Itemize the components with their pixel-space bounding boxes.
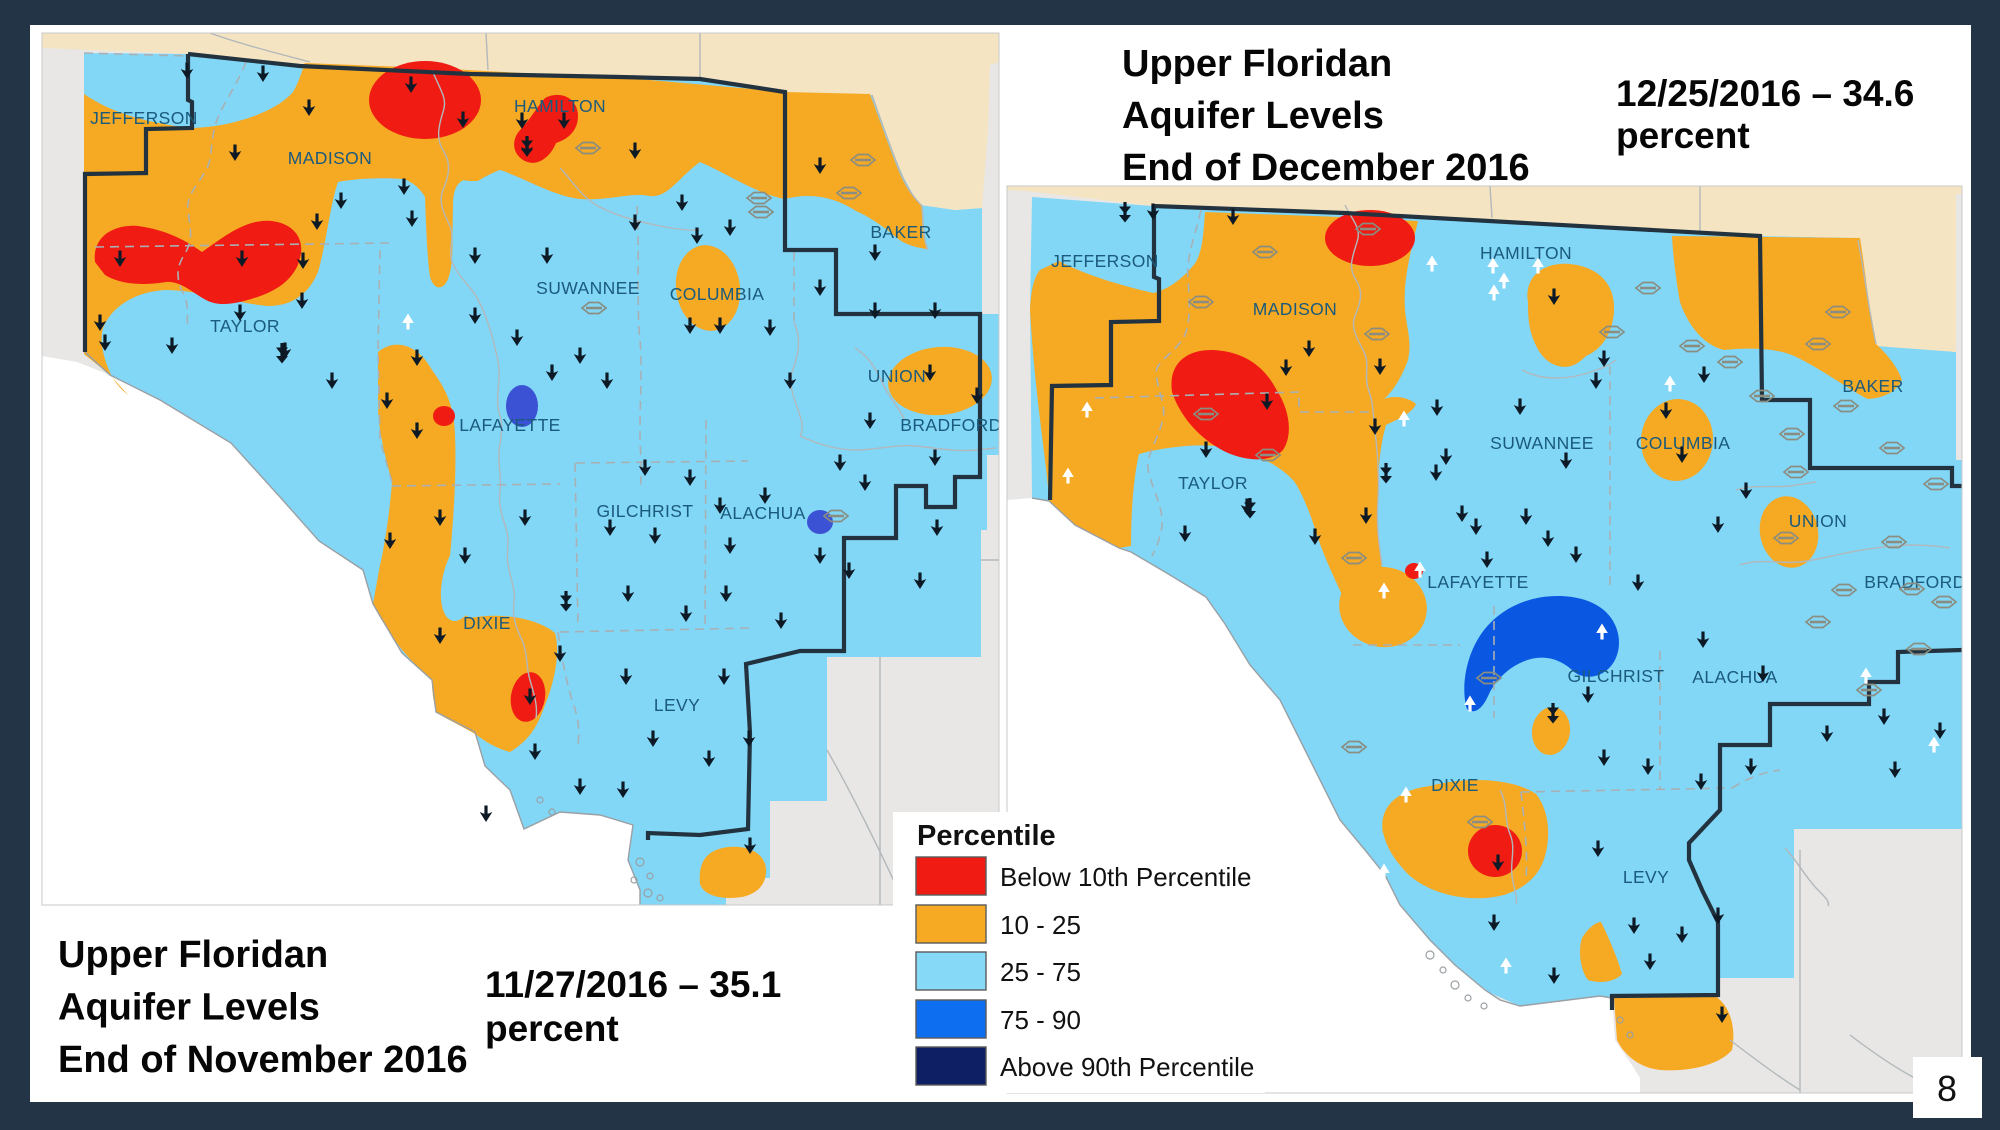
svg-text:LEVY: LEVY [1623,867,1669,887]
svg-text:GILCHRIST: GILCHRIST [597,501,694,521]
svg-text:75 - 90: 75 - 90 [1000,1005,1081,1035]
svg-text:percent: percent [485,1008,619,1049]
svg-text:LEVY: LEVY [654,695,700,715]
svg-text:BRADFORD: BRADFORD [900,415,1001,435]
svg-text:GILCHRIST: GILCHRIST [1568,666,1665,686]
svg-text:SUWANNEE: SUWANNEE [536,278,640,298]
svg-text:Aquifer Levels: Aquifer Levels [1122,95,1384,137]
svg-text:DIXIE: DIXIE [1431,775,1479,795]
svg-text:Percentile: Percentile [917,820,1056,852]
svg-text:TAYLOR: TAYLOR [210,316,280,336]
svg-text:8: 8 [1937,1068,1957,1109]
svg-text:Upper Floridan: Upper Floridan [58,934,328,976]
svg-text:MADISON: MADISON [288,148,372,168]
svg-text:LAFAYETTE: LAFAYETTE [1427,572,1529,592]
svg-text:Below 10th Percentile: Below 10th Percentile [1000,862,1251,892]
svg-text:Above 90th Percentile: Above 90th Percentile [1000,1052,1254,1082]
svg-text:JEFFERSON: JEFFERSON [90,108,198,128]
svg-text:Upper Floridan: Upper Floridan [1122,43,1392,85]
svg-text:End of November 2016: End of November 2016 [58,1039,468,1081]
svg-text:HAMILTON: HAMILTON [514,96,606,116]
svg-text:DIXIE: DIXIE [463,613,511,633]
svg-text:UNION: UNION [868,366,926,386]
svg-text:10 - 25: 10 - 25 [1000,910,1081,940]
svg-text:percent: percent [1616,115,1750,156]
svg-text:End of December 2016: End of December 2016 [1122,147,1530,189]
svg-text:ALACHUA: ALACHUA [720,503,805,523]
svg-text:BAKER: BAKER [870,222,931,242]
svg-text:BRADFORD: BRADFORD [1864,572,1965,592]
svg-text:12/25/2016 – 34.6: 12/25/2016 – 34.6 [1616,73,1914,114]
svg-text:HAMILTON: HAMILTON [1480,243,1572,263]
svg-text:SUWANNEE: SUWANNEE [1490,433,1594,453]
svg-text:COLUMBIA: COLUMBIA [1636,433,1731,453]
svg-text:ALACHUA: ALACHUA [1692,667,1777,687]
svg-text:JEFFERSON: JEFFERSON [1051,251,1159,271]
svg-text:MADISON: MADISON [1253,299,1337,319]
svg-text:LAFAYETTE: LAFAYETTE [459,415,561,435]
svg-text:UNION: UNION [1789,511,1847,531]
svg-text:TAYLOR: TAYLOR [1178,473,1248,493]
svg-text:11/27/2016 – 35.1: 11/27/2016 – 35.1 [485,964,781,1005]
svg-text:Aquifer Levels: Aquifer Levels [58,987,320,1029]
svg-text:COLUMBIA: COLUMBIA [670,284,765,304]
svg-text:BAKER: BAKER [1842,376,1903,396]
svg-text:25 - 75: 25 - 75 [1000,957,1081,987]
